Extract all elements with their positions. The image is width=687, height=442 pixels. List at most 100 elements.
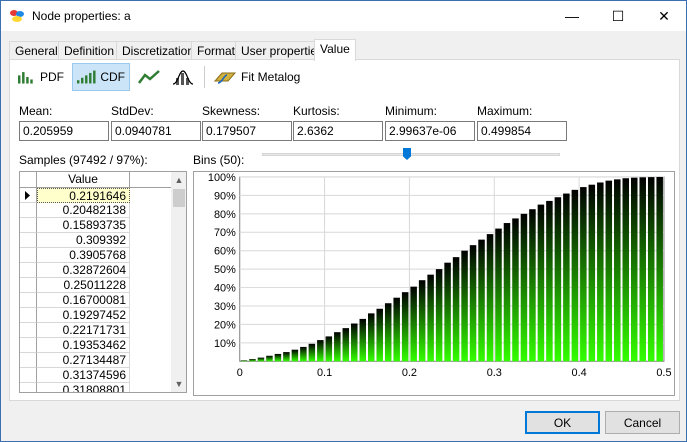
row-header[interactable] [20,203,37,218]
cdf-bar [580,187,587,362]
value-cell[interactable]: 0.20482138 [37,203,130,218]
row-header[interactable] [20,263,37,278]
row-header[interactable] [20,308,37,323]
bins-slider-thumb[interactable] [403,148,411,160]
row-header[interactable] [20,323,37,338]
cdf-bar [384,303,392,362]
cdf-bar [325,336,333,362]
row-header[interactable] [20,248,37,263]
table-row[interactable]: 0.20482138 [20,203,171,218]
table-row[interactable]: 0.25011228 [20,278,171,293]
row-header[interactable] [20,233,37,248]
scroll-thumb[interactable] [173,189,185,207]
tab-value[interactable]: Value [314,39,356,61]
x-tick-label: 0.3 [487,367,502,379]
cdf-bar [274,353,282,362]
value-cell[interactable]: 0.309392 [37,233,130,248]
stddev-label: StdDev: [111,104,154,118]
kurtosis-field[interactable]: 2.6362 [293,121,383,141]
cancel-button[interactable]: Cancel [605,411,680,434]
y-tick-label: 60% [214,246,236,258]
row-header[interactable] [20,218,37,233]
skewness-field[interactable]: 0.179507 [202,121,292,141]
minimum-field[interactable]: 2.99637e-06 [385,121,475,141]
fit-metalog-button[interactable]: Fit Metalog [210,63,306,91]
stddev-field[interactable]: 0.0940781 [111,121,201,141]
value-column-header[interactable]: Value [37,172,130,187]
ok-button[interactable]: OK [525,411,600,434]
cdf-bar [503,223,511,362]
mean-field[interactable]: 0.205959 [19,121,109,141]
value-cell[interactable]: 0.22171731 [37,323,130,338]
maximize-button[interactable]: ☐ [611,7,625,24]
table-row[interactable]: 0.16700081 [20,293,171,308]
minimize-button[interactable]: — [565,8,579,24]
x-tick-label: 0.1 [317,367,332,379]
value-cell[interactable]: 0.31374596 [37,368,130,383]
row-header[interactable] [20,368,37,383]
scroll-up-icon[interactable]: ▲ [174,175,184,185]
cdf-bar [571,189,579,362]
cdf-bar [342,328,350,362]
scroll-down-icon[interactable]: ▼ [174,379,184,389]
cdf-bar [478,239,485,362]
table-row[interactable]: 0.15893735 [20,218,171,233]
pdf-label: PDF [40,70,64,84]
cdf-bar [656,176,663,362]
window-title: Node properties: a [32,9,131,23]
grid-scrollbar[interactable]: ▲ ▼ [171,172,186,392]
maximum-field[interactable]: 0.499854 [477,121,567,141]
value-cell[interactable]: 0.25011228 [37,278,130,293]
table-row[interactable]: 0.3905768 [20,248,171,263]
table-row[interactable]: 0.2191646 [20,188,171,203]
cdf-bar [546,200,553,362]
value-cell[interactable]: 0.19353462 [37,338,130,353]
table-row[interactable]: 0.22171731 [20,323,171,338]
fit-metalog-label: Fit Metalog [241,70,301,84]
tab-format[interactable]: Format [191,41,242,60]
row-header[interactable] [20,338,37,353]
pdf-button[interactable]: PDF [14,63,68,91]
cdf-bar [469,245,477,362]
row-header[interactable] [20,383,37,392]
cdf-button[interactable]: CDF [72,63,130,91]
cdf-bar [452,257,460,362]
y-tick-label: 20% [214,319,236,331]
cdf-bar [630,177,638,362]
value-cell[interactable]: 0.19297452 [37,308,130,323]
close-button[interactable]: ✕ [658,7,670,24]
tab-definition[interactable]: Definition [58,41,121,60]
bins-slider-track[interactable] [262,153,560,156]
current-row-icon [25,191,30,200]
table-row[interactable]: 0.31374596 [20,368,171,383]
table-row[interactable]: 0.19297452 [20,308,171,323]
table-row[interactable]: 0.27134487 [20,353,171,368]
cdf-bar [317,340,324,362]
value-cell[interactable]: 0.15893735 [37,218,130,233]
value-cell[interactable]: 0.16700081 [37,293,130,308]
value-cell[interactable]: 0.27134487 [37,353,130,368]
value-cell[interactable]: 0.2191646 [37,188,130,203]
bell-curve-icon [172,70,194,85]
line-chart-button[interactable] [134,63,164,91]
value-cell[interactable]: 0.32872604 [37,263,130,278]
cdf-bar [622,178,630,362]
row-header[interactable] [20,293,37,308]
value-cell[interactable]: 0.31808801 [37,383,130,392]
bins-label: Bins (50): [193,153,245,167]
row-header[interactable] [20,188,37,203]
row-header[interactable] [20,278,37,293]
distribution-button[interactable] [168,63,198,91]
samples-grid[interactable]: Value 0.2191646 0.20482138 0.15893735 0.309… [19,171,187,393]
table-row[interactable]: 0.19353462 [20,338,171,353]
tab-general[interactable]: General [9,41,64,60]
cdf-bar [291,349,299,362]
dialog-footer: OK Cancel [1,401,686,441]
value-cell[interactable]: 0.3905768 [37,248,130,263]
table-row[interactable]: 0.32872604 [20,263,171,278]
tab-discretization[interactable]: Discretization [116,41,201,60]
cdf-bar [393,297,400,362]
row-header[interactable] [20,353,37,368]
table-row[interactable]: 0.31808801 [20,383,171,392]
table-row[interactable]: 0.309392 [20,233,171,248]
